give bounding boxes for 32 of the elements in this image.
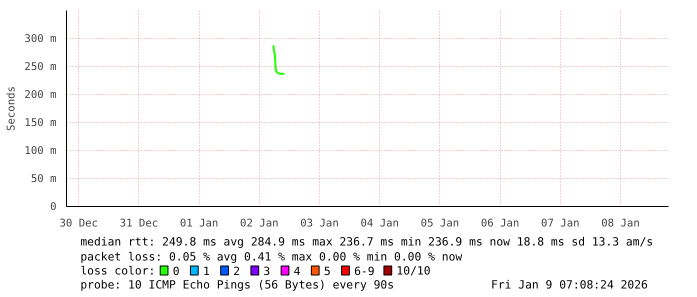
x-tick-label: 08 Jan [601, 216, 640, 230]
legend-label: 3 [263, 264, 270, 278]
text: probe: 10 ICMP Echo Pings (56 Bytes) every 90s [80, 278, 394, 292]
legend-label: 0 [172, 264, 180, 278]
legend-label: 4 [294, 264, 301, 278]
legend-label: 1 [202, 264, 210, 278]
text: packet loss: 0.05 % avg 0.41 % max 0.00 % min 0.00 % now [80, 250, 462, 264]
legend-label: 2 [233, 264, 240, 278]
x-tick-label: 01 Jan [180, 216, 218, 230]
x-tick-label: 02 Jan [240, 216, 279, 230]
x-tick-label: 04 Jan [360, 216, 399, 230]
y-axis-title: Seconds [4, 86, 18, 131]
text: Fri Jan 9 07:08:24 2026 [491, 278, 648, 292]
x-tick-label: 03 Jan [300, 216, 339, 230]
y-tick-label: 0 [50, 200, 57, 213]
x-tick-label: 07 Jan [541, 216, 580, 230]
legend-label: 10/10 [396, 264, 431, 278]
y-tick-label: 100 m [24, 144, 56, 157]
y-tick-label: 300 m [24, 32, 56, 45]
y-tick-label: 250 m [24, 60, 56, 73]
y-tick-label: 200 m [24, 88, 56, 101]
x-tick-label: 06 Jan [480, 216, 520, 230]
legend-title: loss color: [80, 264, 156, 278]
line-series [272, 44, 286, 75]
text: median rtt: 249.8 ms avg 284.9 ms max 236.7 ms min 236.9 ms now 18.8 ms sd 13.3 am/s [80, 234, 654, 248]
legend-label: 5 [324, 264, 331, 278]
x-tick-label: 05 Jan [420, 216, 460, 230]
y-tick-label: 50 m [30, 172, 57, 185]
x-tick-label: 30 Dec [59, 216, 98, 230]
x-tick-label: 31 Dec [120, 216, 158, 230]
y-tick-label: 150 m [24, 116, 56, 129]
legend-label: 6-9 [354, 264, 375, 278]
